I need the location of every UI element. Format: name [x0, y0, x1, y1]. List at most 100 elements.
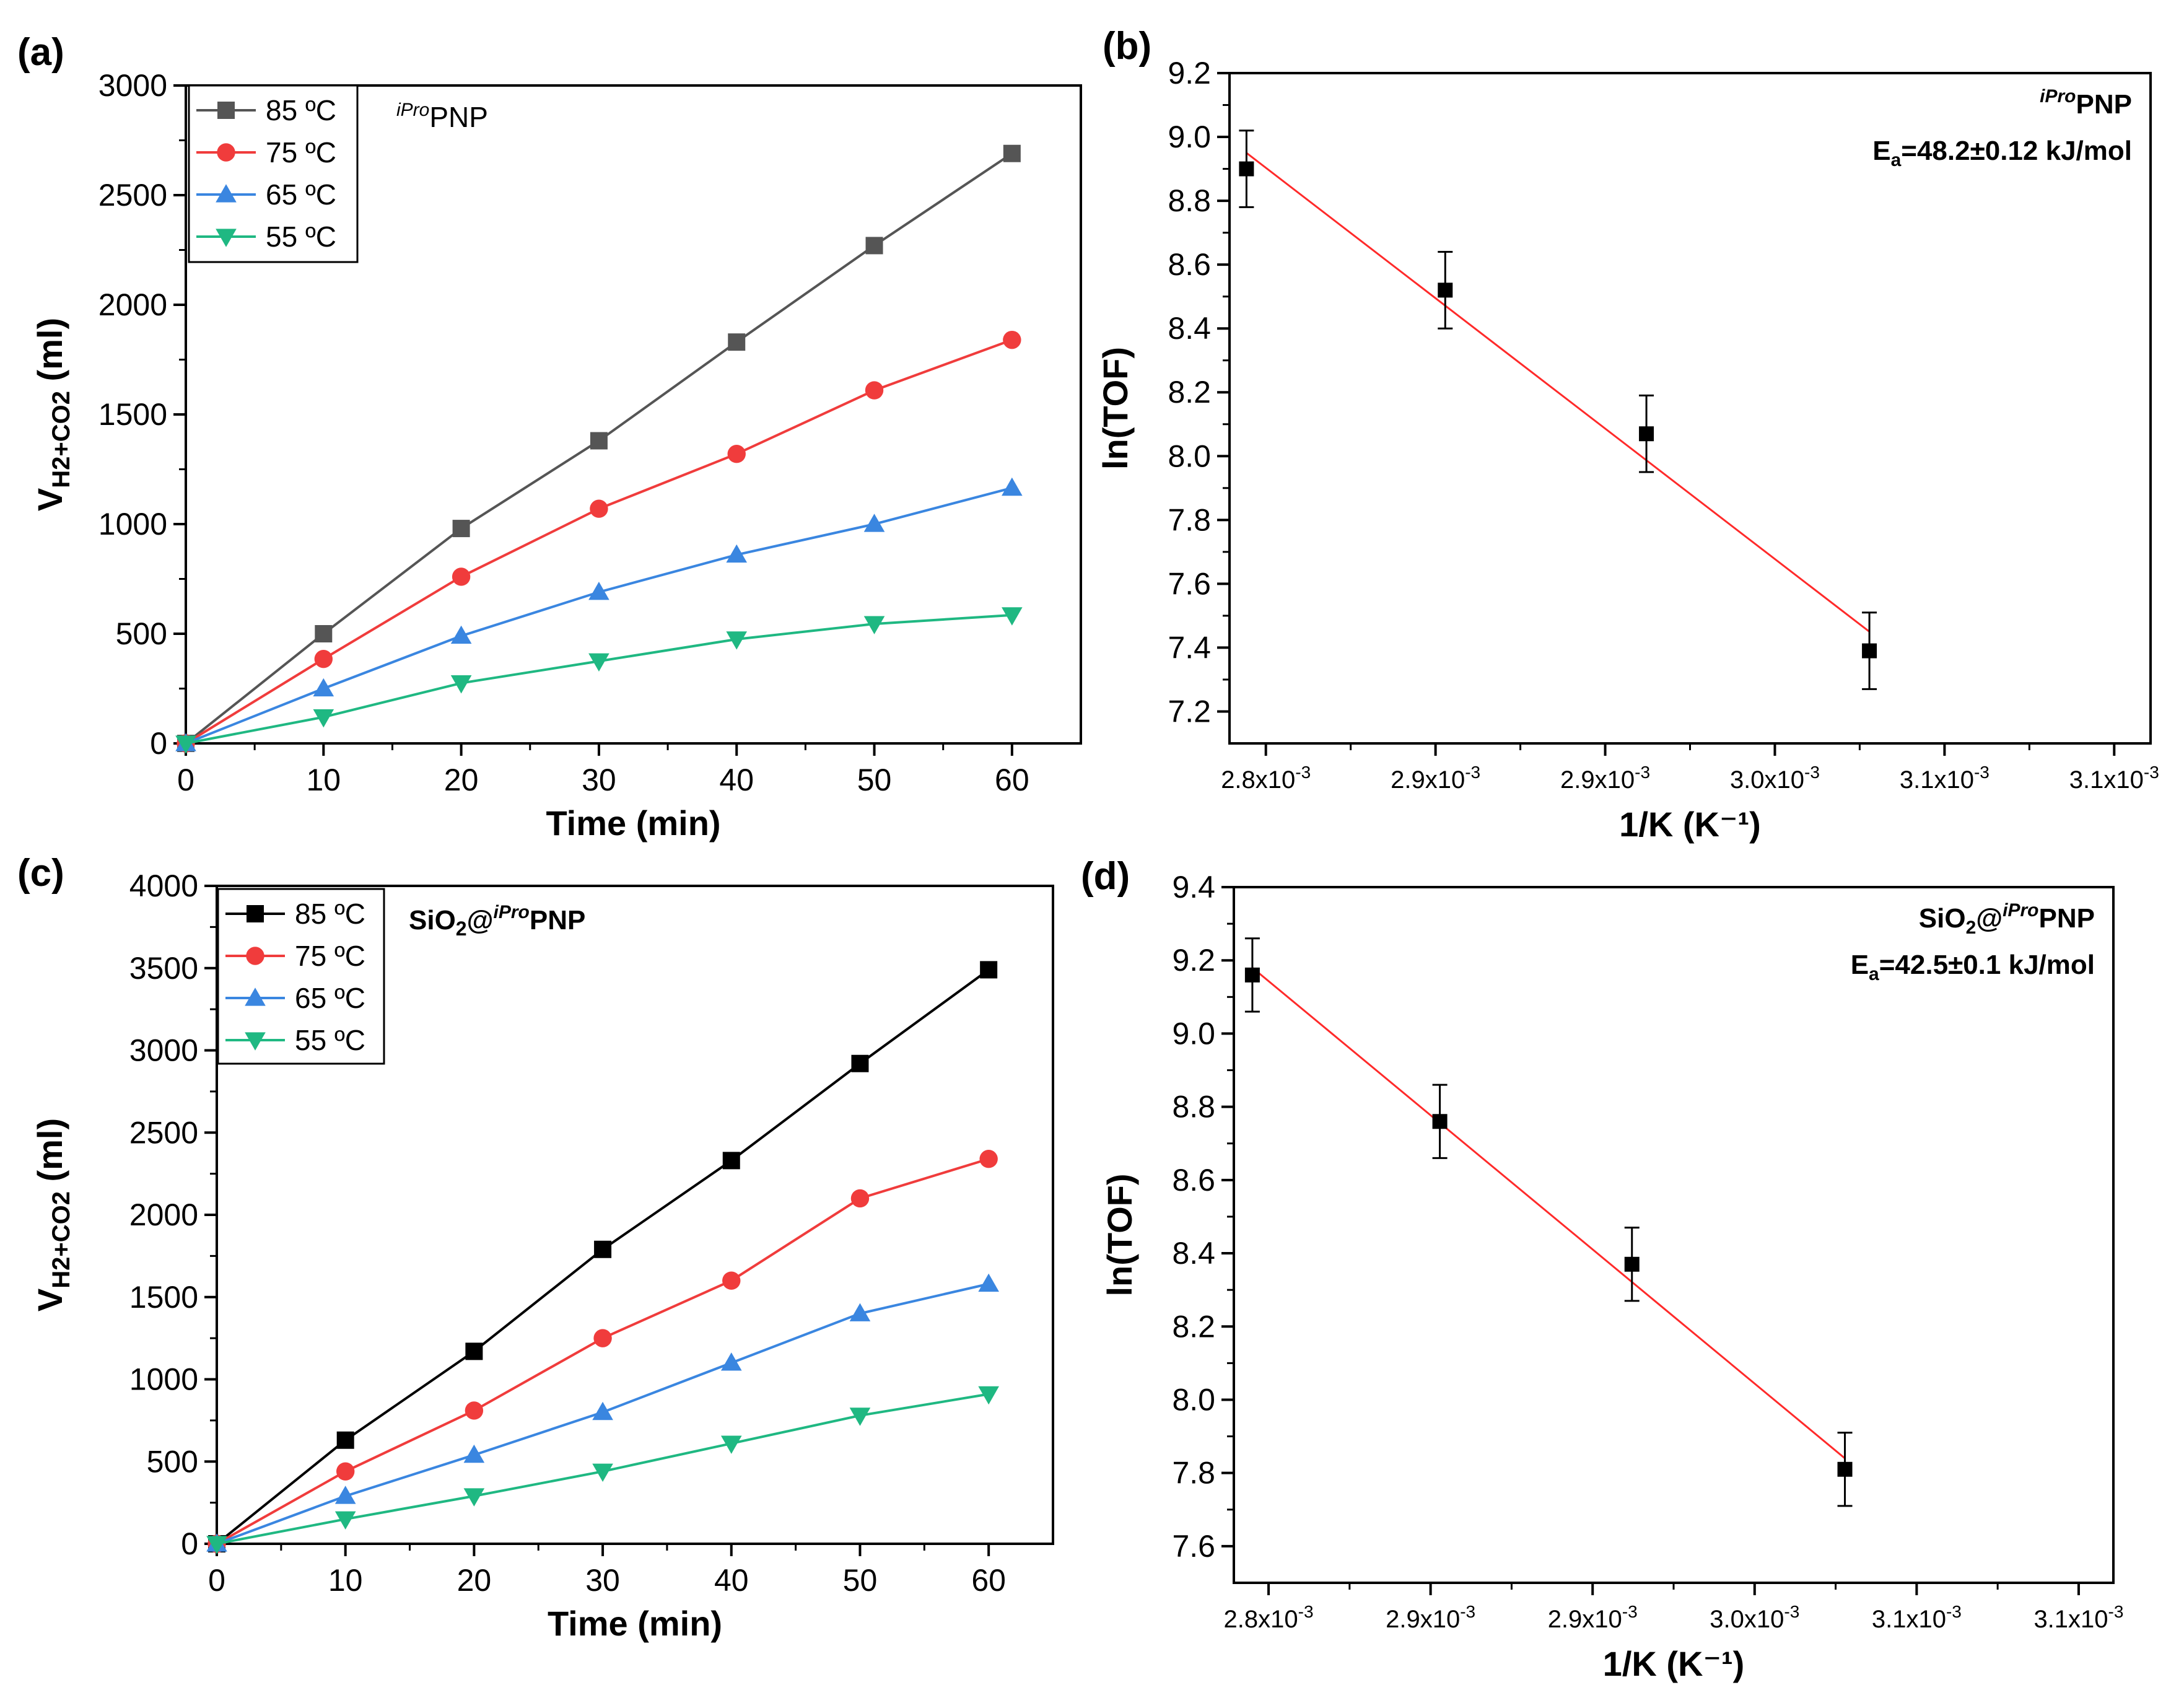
annotation-pre: SiO — [409, 905, 456, 935]
data-point — [863, 514, 885, 532]
panel-label: (b) — [1103, 25, 1151, 68]
y-axis-title-unit: (ml) — [30, 1118, 69, 1191]
x-tick-label: 50 — [843, 1563, 878, 1598]
legend-label: 85 ºC — [266, 94, 336, 126]
annotation-main: PNP — [2039, 903, 2095, 934]
legend-label: 65 ºC — [266, 178, 336, 211]
sample-annotation: SiO2@iProPNP — [1919, 900, 2095, 938]
data-point — [1003, 330, 1021, 349]
annotation-main: PNP — [429, 101, 488, 133]
data-point — [313, 678, 334, 697]
y-tick-label: 8.8 — [1168, 183, 1211, 218]
x-tick-label: 60 — [971, 1563, 1006, 1598]
series-line — [185, 486, 1013, 745]
data-point — [728, 333, 746, 351]
data-point — [336, 1462, 355, 1481]
fit-line — [1251, 966, 1846, 1460]
y-tick-label: 9.4 — [1172, 870, 1215, 904]
x-tick-label-base: 2.9x10 — [1386, 1606, 1460, 1633]
legend-box — [217, 888, 385, 1065]
sample-annotation: iProPNP — [2040, 86, 2132, 120]
y-tick-label: 2000 — [129, 1197, 198, 1232]
y-axis-title-unit: (ml) — [30, 318, 69, 391]
legend-marker — [247, 905, 264, 922]
y-tick-label: 1500 — [129, 1280, 198, 1315]
data-point — [206, 1536, 227, 1554]
y-axis-title: ln(TOF) — [1100, 1173, 1139, 1296]
data-point — [588, 581, 609, 600]
panel-a: 0 10 20 30 40 50 60 0 500 1000 1500 2000 2500 3000 Tim… — [17, 31, 1082, 843]
annotation-sup: iPro — [494, 902, 530, 922]
annotation-sup: iPro — [396, 100, 429, 120]
annotation-sup: iPro — [2003, 900, 2038, 921]
y-axis-title-sub: H2+CO2 — [48, 1191, 75, 1289]
y-axis-title-main: V — [30, 488, 69, 511]
data-point — [1624, 1256, 1640, 1272]
data-point — [722, 1152, 740, 1170]
data-point — [979, 1150, 998, 1168]
data-point — [592, 1463, 613, 1482]
data-point — [1438, 282, 1453, 298]
plot-frame — [1228, 72, 2152, 745]
annotation-at: @ — [467, 905, 494, 935]
x-tick-label-base: 3.0x10 — [1710, 1606, 1784, 1633]
panel-label: (c) — [17, 852, 64, 895]
y-tick-label: 8.0 — [1172, 1382, 1215, 1417]
legend-label: 65 ºC — [295, 982, 365, 1014]
x-tick-label-exp: -3 — [1465, 763, 1480, 782]
data-point — [593, 1329, 612, 1347]
legend-label: 85 ºC — [295, 898, 365, 930]
data-point — [592, 1401, 613, 1421]
x-tick-label: 2.8x10-3 — [1224, 1602, 1314, 1633]
x-tick-label-exp: -3 — [1622, 1602, 1638, 1621]
legend-marker — [216, 229, 237, 247]
x-tick-label: 0 — [208, 1563, 225, 1598]
y-axis-title: ln(TOF) — [1096, 347, 1135, 470]
data-point — [452, 567, 471, 586]
data-point — [980, 961, 998, 979]
x-tick-label: 2.9x10-3 — [1386, 1602, 1475, 1633]
fit-line — [1246, 152, 1870, 633]
x-tick-label-exp: -3 — [1298, 1602, 1314, 1621]
x-tick-label: 2.9x10-3 — [1560, 763, 1650, 794]
x-axis-title: 1/K (K⁻¹) — [1619, 805, 1761, 844]
x-tick-label-exp: -3 — [1804, 763, 1820, 782]
data-point — [849, 1303, 871, 1321]
y-tick-label: 3500 — [129, 951, 198, 986]
y-tick-label: 8.0 — [1168, 439, 1211, 473]
data-point — [590, 499, 608, 518]
y-axis-title-sub: H2+CO2 — [48, 391, 75, 488]
legend-marker — [245, 987, 266, 1006]
data-point — [849, 1407, 871, 1426]
x-tick-label: 60 — [995, 763, 1029, 797]
data-point — [594, 1240, 612, 1258]
data-point — [720, 1352, 742, 1371]
sample-annotation: iProPNP — [396, 100, 488, 133]
y-tick-label: 0 — [150, 726, 167, 761]
x-tick-label: 3.1x10-3 — [1900, 763, 1990, 794]
data-point — [1002, 477, 1023, 496]
x-tick-label: 10 — [328, 1563, 363, 1598]
y-tick-label: 7.8 — [1172, 1456, 1215, 1491]
y-tick-label: 1000 — [129, 1362, 198, 1397]
y-tick-label: 1500 — [98, 397, 167, 432]
y-tick-label: 7.6 — [1172, 1529, 1215, 1564]
data-point — [590, 432, 608, 450]
y-tick-label: 7.6 — [1168, 566, 1211, 601]
data-point — [978, 1386, 999, 1405]
data-point — [865, 237, 883, 255]
y-tick-label: 7.4 — [1168, 630, 1211, 665]
y-tick-label: 2500 — [98, 178, 167, 212]
y-axis-title-main: V — [30, 1289, 69, 1311]
y-axis-title: VH2+CO2 (ml) — [30, 318, 75, 511]
data-point — [865, 381, 884, 400]
ea-prefix: E — [1851, 950, 1869, 980]
legend-box — [188, 84, 359, 263]
y-tick-label: 9.0 — [1168, 120, 1211, 154]
y-tick-label: 4000 — [129, 869, 198, 903]
data-point — [1837, 1461, 1853, 1477]
x-tick-label-exp: -3 — [1295, 763, 1311, 782]
data-point — [1002, 607, 1023, 626]
y-tick-label: 7.2 — [1168, 694, 1211, 729]
